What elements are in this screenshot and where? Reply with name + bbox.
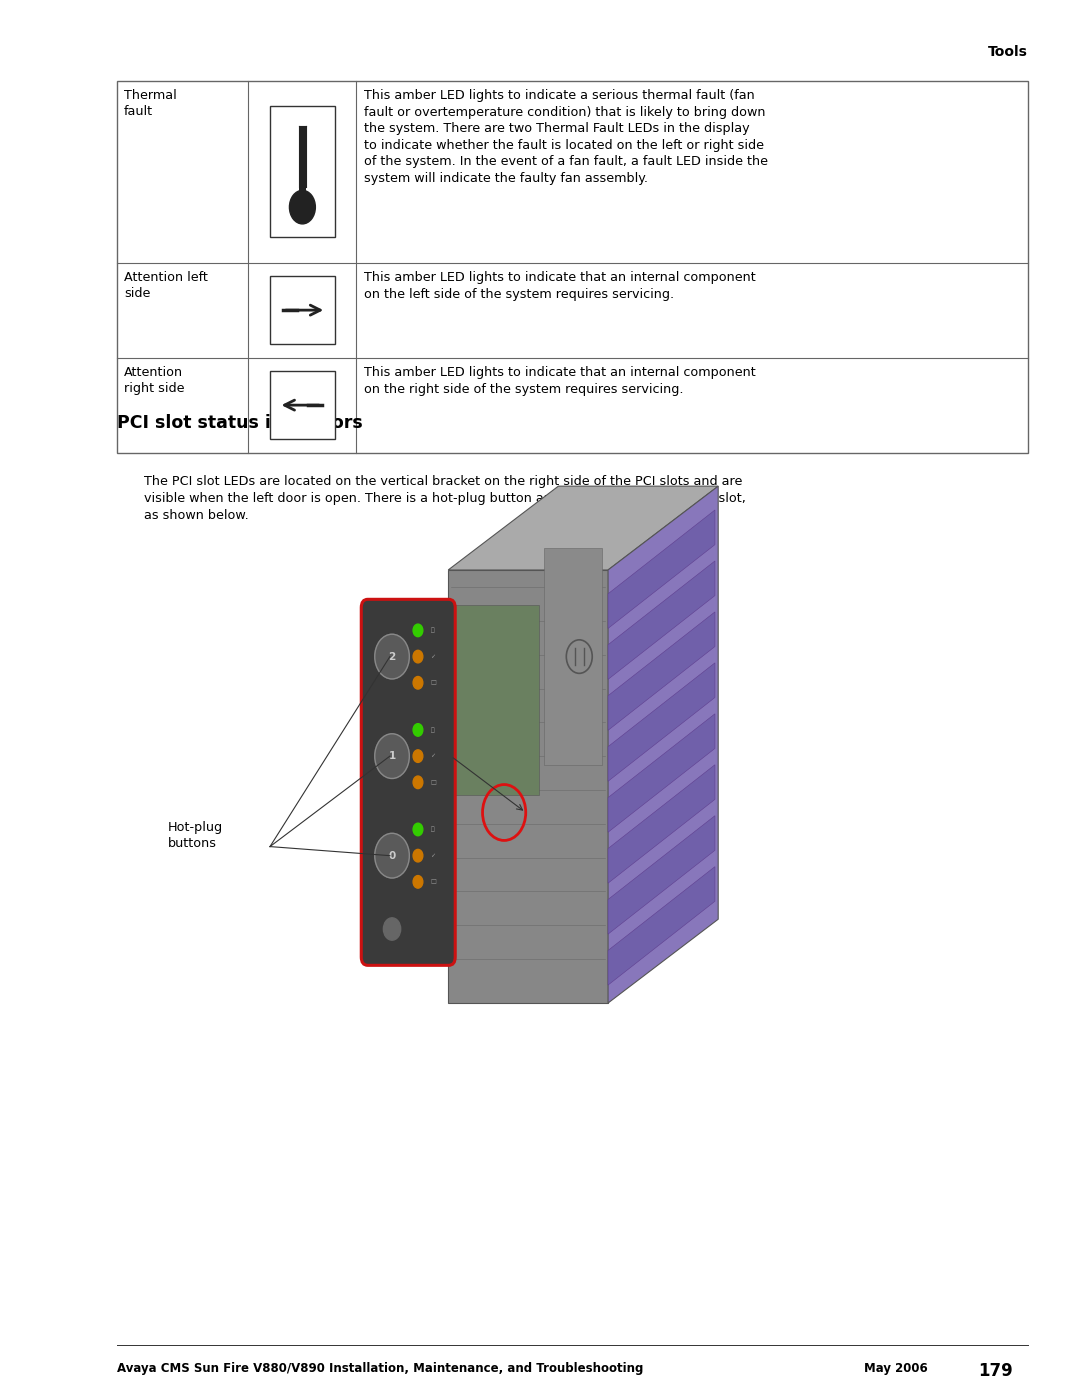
Text: Attention
right side: Attention right side (124, 366, 185, 395)
Text: 2: 2 (389, 651, 395, 662)
Text: ✓: ✓ (431, 654, 435, 659)
Polygon shape (448, 486, 718, 570)
Text: ⌚: ⌚ (431, 726, 435, 733)
Text: May 2006: May 2006 (864, 1362, 928, 1375)
Text: This amber LED lights to indicate that an internal component
on the right side o: This amber LED lights to indicate that a… (364, 366, 756, 395)
Polygon shape (608, 714, 715, 833)
Text: □: □ (430, 780, 436, 785)
Text: Hot-plug
buttons: Hot-plug buttons (167, 821, 222, 851)
Text: ✓: ✓ (431, 854, 435, 858)
Text: The PCI slot LEDs are located on the vertical bracket on the right side of the P: The PCI slot LEDs are located on the ver… (144, 475, 745, 522)
Circle shape (414, 849, 423, 862)
Text: ⌚: ⌚ (431, 627, 435, 633)
Circle shape (414, 876, 423, 888)
Polygon shape (608, 612, 715, 731)
Text: This amber LED lights to indicate a serious thermal fault (fan
fault or overtemp: This amber LED lights to indicate a seri… (364, 89, 768, 184)
Text: 1: 1 (389, 752, 395, 761)
Text: Attention left
side: Attention left side (124, 271, 208, 300)
Polygon shape (608, 764, 715, 883)
Circle shape (375, 833, 409, 879)
Polygon shape (448, 570, 608, 1003)
Bar (270, 106, 335, 237)
Bar (270, 372, 335, 439)
Circle shape (383, 918, 401, 940)
Circle shape (414, 650, 423, 664)
Circle shape (414, 750, 423, 763)
Text: □: □ (430, 680, 436, 686)
Polygon shape (608, 562, 715, 679)
Polygon shape (608, 486, 718, 1003)
Text: ⌚: ⌚ (431, 827, 435, 833)
Circle shape (375, 634, 409, 679)
Polygon shape (608, 510, 715, 629)
Text: Tools: Tools (988, 45, 1028, 59)
Text: Avaya CMS Sun Fire V880/V890 Installation, Maintenance, and Troubleshooting: Avaya CMS Sun Fire V880/V890 Installatio… (117, 1362, 643, 1375)
Bar (298, 126, 307, 191)
Text: PCI slot status indicators: PCI slot status indicators (117, 414, 363, 432)
FancyBboxPatch shape (362, 599, 456, 965)
Bar (117, 81, 1028, 453)
Polygon shape (608, 816, 715, 935)
Polygon shape (608, 866, 715, 985)
Text: 179: 179 (978, 1362, 1013, 1380)
Polygon shape (608, 662, 715, 781)
Circle shape (414, 676, 423, 689)
Circle shape (289, 190, 315, 224)
Bar (451, 605, 539, 795)
Circle shape (414, 777, 423, 789)
Circle shape (414, 624, 423, 637)
Text: 0: 0 (389, 851, 395, 861)
Circle shape (375, 733, 409, 778)
Text: This amber LED lights to indicate that an internal component
on the left side of: This amber LED lights to indicate that a… (364, 271, 756, 300)
Text: ✓: ✓ (431, 753, 435, 759)
Bar (544, 549, 602, 766)
Text: □: □ (430, 879, 436, 884)
Bar (270, 277, 335, 344)
Circle shape (414, 724, 423, 736)
Circle shape (414, 823, 423, 835)
Text: Thermal
fault: Thermal fault (124, 89, 177, 119)
